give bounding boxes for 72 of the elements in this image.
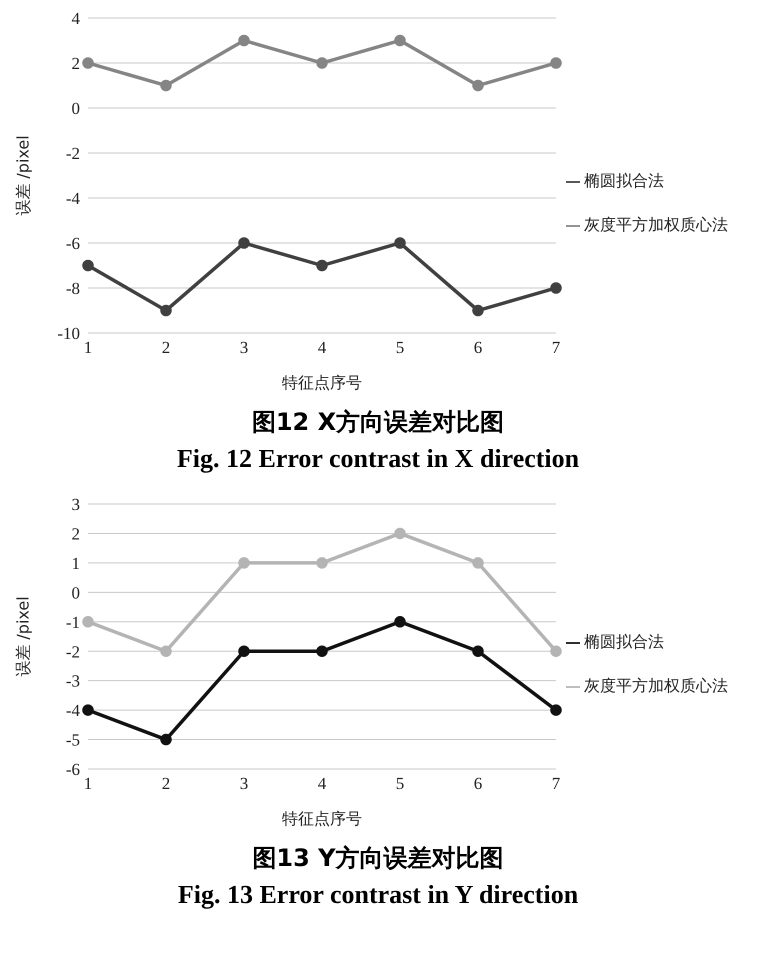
y-tick-label: -3 (66, 672, 80, 691)
y-tick-label: -5 (66, 730, 80, 750)
x-tick-label: 3 (240, 774, 248, 794)
y-tick-label: 0 (72, 583, 80, 602)
y-tick-label: -2 (66, 642, 80, 662)
point (238, 645, 250, 657)
x-tick-label: 7 (552, 338, 561, 358)
point (82, 260, 94, 272)
point (550, 57, 562, 69)
text: 图12 X方向误差对比图 (250, 407, 506, 438)
text: Fig. 13 Error contrast in Y direction (176, 880, 580, 910)
point (394, 237, 406, 249)
legend-label: 椭圆拟合法 (584, 171, 664, 190)
point (238, 557, 250, 569)
point (550, 282, 562, 294)
point (160, 734, 172, 746)
x-tick-label: 1 (84, 774, 92, 794)
point (472, 645, 484, 657)
y-tick-label: -6 (66, 234, 80, 254)
y-tick-label: -8 (66, 279, 80, 298)
legend-label: 灰度平方加权质心法 (584, 215, 728, 234)
point (472, 304, 484, 316)
legend-label: 椭圆拟合法 (584, 632, 664, 651)
point (316, 645, 328, 657)
x-axis-title: 特征点序号 (282, 373, 362, 392)
x-tick-label: 2 (162, 338, 170, 358)
y-axis-title: 误差 /pixel (14, 135, 33, 216)
point (550, 645, 562, 657)
y-tick-label: 2 (72, 524, 80, 544)
point (316, 557, 328, 569)
y-tick-label: -4 (66, 701, 80, 720)
point (472, 80, 484, 92)
y-axis-title: 误差 /pixel (14, 596, 33, 677)
y-tick-label: -6 (66, 760, 80, 780)
point (82, 704, 94, 716)
x-tick-label: 1 (84, 338, 92, 358)
legend-label: 灰度平方加权质心法 (584, 676, 728, 695)
x-tick-label: 7 (552, 774, 561, 794)
x-tick-label: 4 (318, 774, 327, 794)
point (160, 80, 172, 92)
x-tick-label: 2 (162, 774, 170, 794)
x-tick-label: 3 (240, 338, 248, 358)
y-tick-label: -1 (66, 612, 80, 632)
point (316, 260, 328, 272)
y-tick-label: 4 (72, 9, 80, 28)
x-tick-label: 5 (396, 774, 404, 794)
point (550, 704, 562, 716)
point (394, 616, 406, 628)
x-tick-label: 5 (396, 338, 404, 358)
point (160, 304, 172, 316)
y-tick-label: -2 (66, 144, 80, 164)
point (238, 237, 250, 249)
y-tick-label: 3 (72, 495, 80, 514)
y-tick-label: 1 (72, 554, 80, 573)
x-axis-title: 特征点序号 (282, 809, 362, 828)
y-tick-label: 2 (72, 54, 80, 74)
y-tick-label: -4 (66, 189, 80, 208)
point (472, 557, 484, 569)
point (82, 616, 94, 628)
point (82, 57, 94, 69)
text: 图13 Y方向误差对比图 (251, 843, 505, 874)
point (316, 57, 328, 69)
x-tick-label: 4 (318, 338, 327, 358)
point (160, 645, 172, 657)
y-tick-label: -10 (57, 324, 80, 344)
point (394, 528, 406, 540)
y-tick-label: 0 (72, 99, 80, 118)
x-tick-label: 6 (474, 774, 482, 794)
point (394, 34, 406, 46)
point (238, 34, 250, 46)
text: Fig. 12 Error contrast in X direction (176, 444, 580, 474)
x-tick-label: 6 (474, 338, 482, 358)
